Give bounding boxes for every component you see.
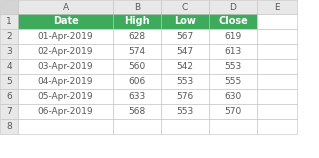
Bar	[209, 0, 257, 14]
Text: 628: 628	[129, 32, 145, 41]
Bar	[18, 14, 113, 29]
Bar	[161, 14, 209, 29]
Bar	[161, 74, 209, 89]
Bar	[257, 14, 297, 29]
Bar	[0, 0, 18, 14]
Bar	[18, 44, 113, 59]
Bar	[0, 74, 18, 89]
Text: Low: Low	[174, 16, 196, 27]
Bar	[161, 89, 209, 104]
Bar	[209, 14, 257, 29]
Bar	[209, 29, 257, 44]
Text: 6: 6	[6, 92, 12, 101]
Bar	[18, 119, 113, 134]
Bar	[0, 59, 18, 74]
Bar	[18, 74, 113, 89]
Text: 03-Apr-2019: 03-Apr-2019	[38, 62, 93, 71]
Text: 555: 555	[224, 77, 241, 86]
Bar	[161, 0, 209, 14]
Bar	[257, 44, 297, 59]
Bar	[113, 89, 161, 104]
Bar	[113, 14, 161, 29]
Text: 633: 633	[128, 92, 146, 101]
Bar	[209, 59, 257, 74]
Bar	[161, 119, 209, 134]
Text: 568: 568	[128, 107, 146, 116]
Text: 06-Apr-2019: 06-Apr-2019	[38, 107, 93, 116]
Bar	[113, 119, 161, 134]
Bar	[18, 29, 113, 44]
Text: 553: 553	[176, 77, 194, 86]
Text: 1: 1	[6, 17, 12, 26]
Text: E: E	[274, 3, 280, 12]
Bar	[113, 59, 161, 74]
Text: 7: 7	[6, 107, 12, 116]
Bar	[113, 44, 161, 59]
Text: B: B	[134, 3, 140, 12]
Bar	[18, 59, 113, 74]
Bar	[161, 29, 209, 44]
Bar	[113, 74, 161, 89]
Bar	[209, 44, 257, 59]
Bar	[257, 74, 297, 89]
Bar	[209, 89, 257, 104]
Bar	[0, 14, 18, 29]
Bar	[257, 29, 297, 44]
Bar	[209, 119, 257, 134]
Text: 613: 613	[224, 47, 241, 56]
Bar	[257, 59, 297, 74]
Text: 2: 2	[6, 32, 12, 41]
Text: 560: 560	[128, 62, 146, 71]
Text: 04-Apr-2019: 04-Apr-2019	[38, 77, 93, 86]
Bar	[18, 0, 113, 14]
Bar	[161, 44, 209, 59]
Text: 05-Apr-2019: 05-Apr-2019	[38, 92, 93, 101]
Text: Close: Close	[218, 16, 248, 27]
Text: 574: 574	[129, 47, 145, 56]
Bar	[0, 89, 18, 104]
Bar	[257, 119, 297, 134]
Bar	[0, 119, 18, 134]
Bar	[0, 44, 18, 59]
Text: Date: Date	[53, 16, 78, 27]
Text: 547: 547	[176, 47, 194, 56]
Bar	[18, 104, 113, 119]
Text: 606: 606	[128, 77, 146, 86]
Bar	[257, 104, 297, 119]
Bar	[257, 89, 297, 104]
Text: 3: 3	[6, 47, 12, 56]
Text: 4: 4	[6, 62, 12, 71]
Text: High: High	[124, 16, 150, 27]
Bar	[113, 29, 161, 44]
Bar	[209, 104, 257, 119]
Text: C: C	[182, 3, 188, 12]
Bar	[113, 104, 161, 119]
Bar	[257, 0, 297, 14]
Text: 5: 5	[6, 77, 12, 86]
Bar	[209, 74, 257, 89]
Text: D: D	[230, 3, 236, 12]
Text: 553: 553	[176, 107, 194, 116]
Bar	[161, 104, 209, 119]
Bar	[161, 59, 209, 74]
Text: 576: 576	[176, 92, 194, 101]
Text: 553: 553	[224, 62, 241, 71]
Text: 567: 567	[176, 32, 194, 41]
Bar	[0, 29, 18, 44]
Text: 542: 542	[176, 62, 194, 71]
Bar	[0, 104, 18, 119]
Text: 01-Apr-2019: 01-Apr-2019	[38, 32, 93, 41]
Text: 630: 630	[224, 92, 241, 101]
Text: 619: 619	[224, 32, 241, 41]
Text: A: A	[63, 3, 69, 12]
Bar	[18, 89, 113, 104]
Text: 8: 8	[6, 122, 12, 131]
Bar	[113, 0, 161, 14]
Text: 570: 570	[224, 107, 241, 116]
Text: 02-Apr-2019: 02-Apr-2019	[38, 47, 93, 56]
